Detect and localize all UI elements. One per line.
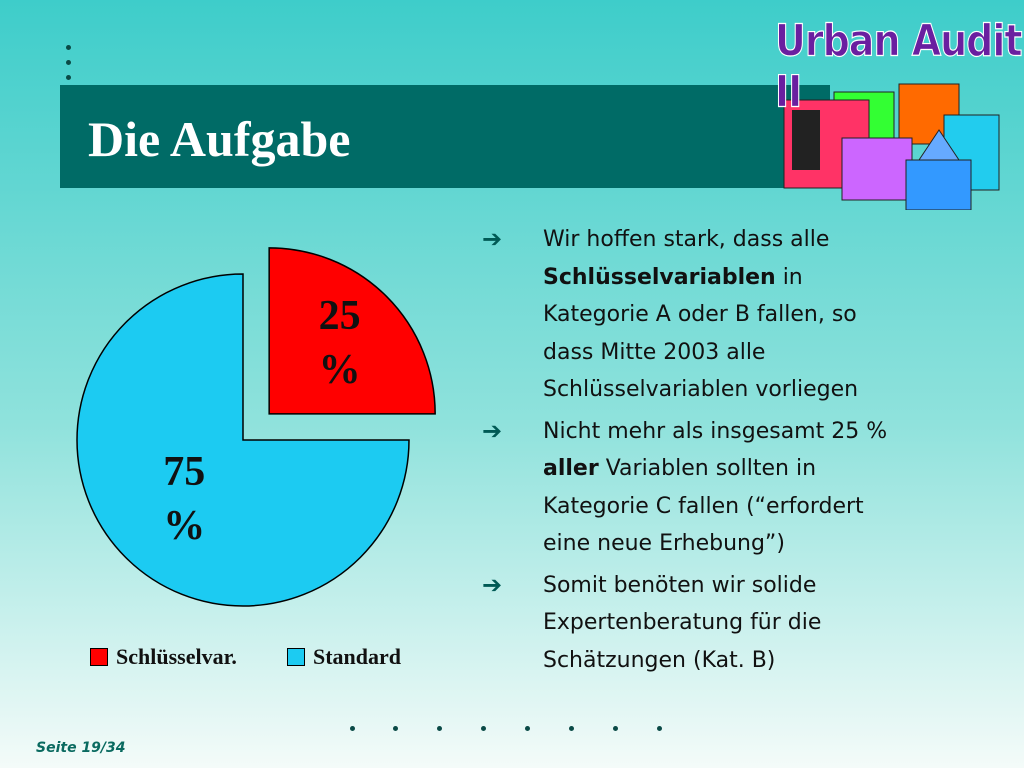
- dot: [657, 726, 662, 731]
- bullet-arrow: ➔: [482, 570, 503, 599]
- dot: [525, 726, 530, 731]
- bullet-text: Variablen sollten in Kategorie C fallen …: [543, 456, 864, 556]
- dot: [350, 726, 355, 731]
- legend-label: Standard: [313, 644, 402, 669]
- dot: [66, 60, 71, 65]
- legend-entry: Standard: [287, 644, 401, 670]
- pie-slice: [76, 273, 410, 607]
- dot: [66, 45, 71, 50]
- legend-entry: Schlüsselvar.: [90, 644, 237, 670]
- logo-buildings: [783, 83, 1000, 210]
- bullet-text: Nicht mehr als insgesamt 25 %: [543, 418, 888, 444]
- dot: [613, 726, 618, 731]
- bullet-list: ➔ Wir hoffen stark, dass alle Schlüsselva…: [480, 221, 900, 683]
- dot: [481, 726, 486, 731]
- bullet-text: Wir hoffen stark, dass alle: [543, 227, 830, 252]
- dot: [66, 75, 71, 80]
- pie-slice: [268, 247, 436, 415]
- dot: [437, 726, 442, 731]
- pie-chart: [76, 247, 436, 607]
- bullet-text: Somit benöten wir solide Expertenberatun…: [543, 572, 822, 673]
- footer: Seite 19/34: [36, 740, 126, 756]
- bullet-text: in Kategorie A oder B fallen, so dass Mi…: [543, 264, 859, 403]
- bullet-text: aller: [543, 456, 599, 481]
- bullet: ➔ Somit benöten wir solide Expertenberatu…: [480, 567, 900, 680]
- legend-swatch: [90, 648, 108, 666]
- bullet-text: Schlüsselvariablen: [543, 264, 776, 290]
- legend-label: Schlüsselvar.: [116, 644, 237, 669]
- bullet-arrow: ➔: [482, 225, 503, 253]
- data-label: 75 %: [163, 448, 206, 549]
- data-label: 25 %: [318, 293, 361, 394]
- legend-swatch: [287, 648, 305, 666]
- dot: [393, 726, 398, 731]
- slide-title: Die Aufgabe: [88, 111, 351, 167]
- bullet: ➔ Wir hoffen stark, dass alle Schlüsselva…: [480, 221, 900, 409]
- bullet: ➔ Nicht mehr als insgesamt 25 % aller Var…: [480, 413, 900, 563]
- title-banner: [60, 85, 830, 188]
- logo: Urban Audit II: [775, 15, 1024, 117]
- dot: [569, 726, 574, 731]
- bullet-arrow: ➔: [482, 416, 503, 445]
